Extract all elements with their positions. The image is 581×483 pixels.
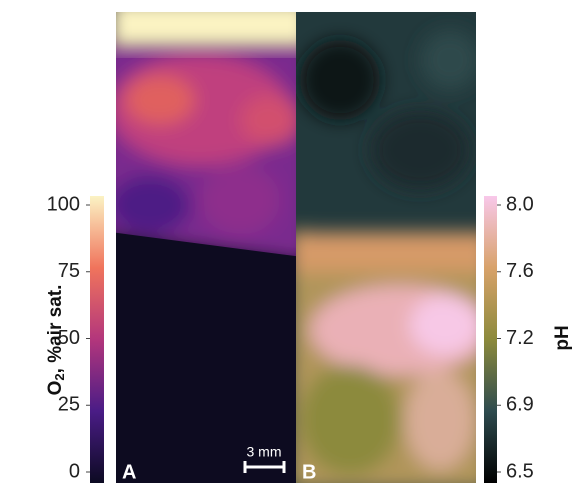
tick-label: 8.0 [506,193,534,215]
panel-label: B [302,461,316,483]
page: A B 3 mm O2, %air sat. pH 02550751006.56… [0,0,581,483]
title-subscript: 2 [52,373,67,380]
colorbar-title: pH [552,325,573,350]
figure: A B 3 mm O2, %air sat. pH 02550751006.56… [0,0,581,483]
panel-b-image [290,12,490,483]
tick-label: 6.9 [506,394,534,416]
tick-label: 25 [58,394,80,416]
scale-bar-label: 3 mm [247,444,282,460]
tick-label: 7.2 [506,327,534,349]
tick-label: 100 [47,193,80,215]
colorbar-ph [484,196,497,483]
tick-label: 75 [58,260,80,282]
tick-label: 50 [58,327,80,349]
panel-label: A [122,461,136,483]
tick-label: 6.5 [506,460,534,482]
tick-label: 0 [69,460,80,482]
tick-label: 7.6 [506,260,534,282]
panel-a-image [100,0,310,483]
colorbar-o2 [90,196,104,483]
